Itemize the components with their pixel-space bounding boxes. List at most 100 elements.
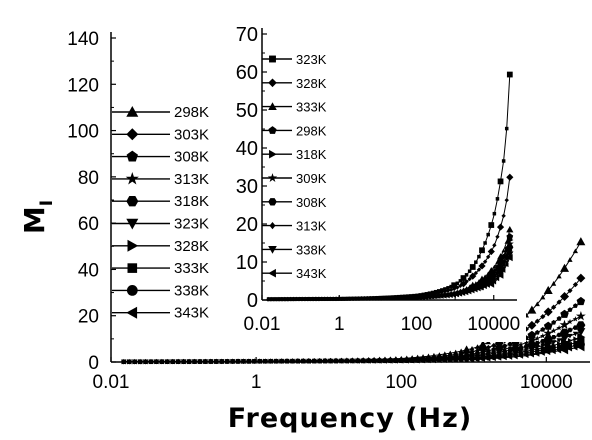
data-point-313K [501, 346, 508, 352]
legend-entry-313K: 313K [262, 219, 327, 234]
data-point-343K [291, 296, 296, 302]
legend-label: 333K [296, 100, 327, 115]
y-tick-label: 40 [78, 260, 99, 281]
legend-entry-338K: 338K [262, 242, 327, 257]
data-point-343K [572, 345, 578, 351]
data-point-308K [556, 316, 562, 321]
data-point-318K [572, 325, 578, 330]
data-point-343K [529, 352, 534, 358]
data-point-323K [446, 286, 450, 290]
data-point-313K [575, 311, 586, 321]
data-point-343K [322, 296, 327, 302]
data-point-343K [402, 296, 407, 301]
data-point-343K [273, 358, 279, 364]
data-point-313K [539, 333, 546, 339]
data-point-323K [467, 269, 472, 273]
data-point-343K [470, 288, 475, 294]
data-point-328K [459, 280, 468, 288]
data-point-343K [285, 296, 290, 302]
data-point-343K [230, 358, 235, 365]
data-point-343K [346, 296, 351, 301]
data-point-343K [469, 357, 475, 363]
data-point-343K [387, 358, 393, 364]
data-point-333K [573, 340, 578, 345]
data-point-323K [506, 71, 513, 78]
data-point-333K [557, 344, 562, 349]
data-point-318K [576, 321, 586, 329]
y-tick-label: 70 [236, 24, 258, 46]
data-point-343K [312, 296, 317, 302]
data-point-303K [560, 292, 570, 302]
data-point-343K [458, 357, 464, 363]
data-point-343K [202, 358, 208, 365]
data-point-343K [331, 296, 336, 302]
data-point-323K [497, 178, 504, 185]
data-point-343K [436, 357, 442, 364]
data-point-328K [496, 223, 505, 231]
y-tick-label: 60 [236, 62, 258, 84]
data-point-343K [219, 358, 224, 365]
data-point-343K [382, 358, 388, 364]
y-tick-label: 0 [247, 290, 258, 312]
data-point-343K [360, 358, 366, 364]
data-point-343K [282, 296, 287, 302]
data-point-343K [512, 354, 518, 360]
data-point-328K [442, 289, 448, 294]
x-tick-label: 100 [385, 372, 417, 393]
legend-entry-303K: 303K [112, 126, 209, 143]
data-point-343K [359, 296, 364, 301]
data-point-313K [534, 335, 541, 341]
data-point-323K [458, 279, 463, 283]
legend-label: 333K [174, 260, 209, 277]
data-point-343K [448, 293, 453, 299]
x-axis-label: Frequency (Hz) [228, 403, 472, 434]
data-point-343K [496, 271, 504, 279]
data-point-343K [551, 349, 556, 355]
data-point-318K [534, 340, 540, 346]
data-point-343K [380, 296, 385, 301]
data-point-328K [478, 262, 486, 270]
data-point-343K [479, 285, 484, 291]
x-tick-label: 10000 [520, 372, 573, 393]
data-point-323K [501, 159, 506, 163]
data-point-313K [559, 319, 570, 330]
data-point-323K [572, 331, 579, 337]
data-point-343K [556, 348, 562, 354]
data-point-308K [551, 319, 557, 325]
data-point-333K [567, 342, 573, 347]
legend-marker [267, 173, 278, 182]
legend-entry-323K: 323K [262, 52, 327, 67]
data-point-298K [534, 301, 540, 307]
data-point-343K [362, 296, 367, 301]
y-tick-label: 120 [67, 75, 99, 96]
data-point-343K [153, 359, 159, 365]
data-point-343K [439, 294, 444, 299]
data-point-343K [377, 296, 382, 301]
data-point-343K [451, 293, 456, 298]
data-point-323K [488, 222, 495, 228]
x-tick-label: 1 [334, 314, 345, 335]
data-point-323K [469, 264, 476, 270]
data-point-328K [501, 213, 506, 219]
y-tick-label: 140 [67, 29, 99, 50]
data-point-343K [251, 358, 257, 364]
x-tick-label: 10000 [467, 314, 520, 335]
data-point-343K [474, 356, 480, 363]
data-point-343K [495, 276, 500, 282]
y-tick-label: 80 [78, 168, 99, 189]
data-point-308K [506, 244, 514, 251]
inset-background [218, 18, 526, 342]
data-point-343K [319, 296, 324, 302]
y-tick-label: 50 [236, 100, 258, 122]
data-point-323K [464, 273, 469, 277]
legend-entry-318K: 318K [262, 147, 327, 162]
data-point-343K [425, 358, 431, 364]
data-point-323K [460, 275, 467, 281]
data-point-323K [567, 333, 573, 339]
data-point-328K [439, 289, 445, 295]
data-point-343K [295, 358, 300, 364]
data-point-323K [440, 288, 444, 292]
legend-marker [268, 102, 277, 111]
data-point-343K [415, 358, 420, 364]
data-point-343K [338, 358, 344, 364]
